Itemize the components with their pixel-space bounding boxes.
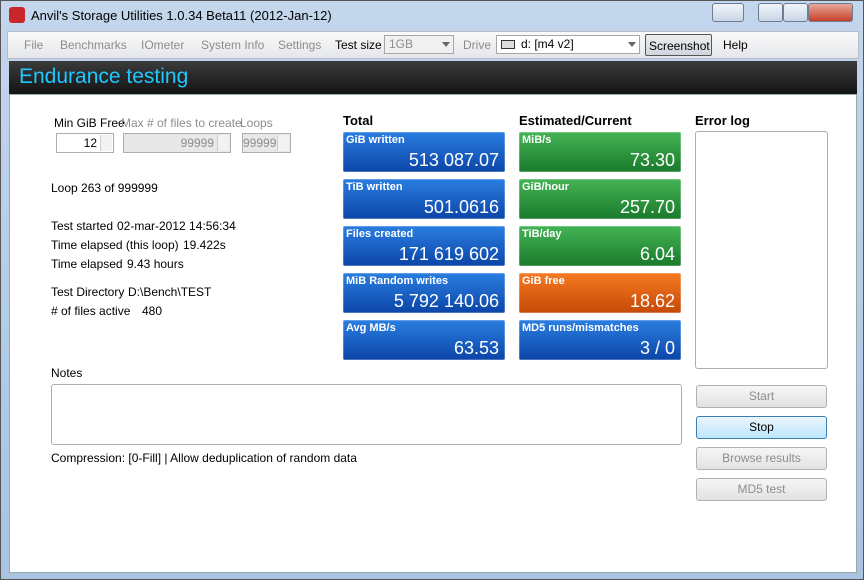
action-button: Start — [696, 385, 827, 408]
column-header: Estimated/Current — [519, 113, 632, 128]
status-label: Time elapsed (this loop) — [51, 238, 179, 252]
number-input: 99999 — [123, 133, 231, 153]
test-size-label: Test size — [335, 38, 382, 52]
status-value: 19.422s — [183, 238, 226, 252]
tile-value: 171 619 602 — [398, 244, 499, 264]
tile-value: 73.30 — [629, 150, 675, 170]
status-label: Test Directory — [51, 285, 125, 299]
column-header: Total — [343, 113, 374, 128]
status-value: 480 — [142, 304, 163, 318]
menu-item[interactable]: Benchmarks — [60, 38, 127, 52]
stat-tile: TiB/day 6.04 — [519, 226, 681, 266]
field-label: Min GiB Free — [54, 116, 125, 130]
column-header: Error log — [695, 113, 750, 128]
tile-value: 5 792 140.06 — [393, 291, 499, 311]
tile-label: TiB written — [346, 181, 403, 193]
tile-label: GiB/hour — [522, 181, 570, 193]
menu-item[interactable]: IOmeter — [141, 38, 185, 52]
menu-item[interactable]: System Info — [201, 38, 265, 52]
tile-label: TiB/day — [522, 228, 562, 240]
field-label: Max # of files to create — [121, 116, 242, 130]
main-panel: Min GiB Free 12 Max # of files to create 99… — [9, 94, 857, 573]
dropdown-arrow — [628, 42, 636, 47]
field-label: Loops — [240, 116, 273, 130]
status-label: # of files active — [51, 304, 131, 318]
action-button[interactable]: Stop — [696, 416, 827, 439]
spin-buttons — [217, 135, 229, 151]
tile-label: MD5 runs/mismatches — [522, 322, 639, 334]
tile-value: 3 / 0 — [639, 338, 675, 358]
drive-icon — [501, 40, 515, 49]
tile-value: 257.70 — [619, 197, 675, 217]
stat-tile: MD5 runs/mismatches 3 / 0 — [519, 320, 681, 360]
tile-value: 6.04 — [639, 244, 675, 264]
number-input: 999999 — [242, 133, 291, 153]
dropdown-arrow — [442, 42, 450, 47]
number-input[interactable]: 12 — [56, 133, 114, 153]
status-value: 9.43 hours — [127, 257, 184, 271]
app-icon — [9, 7, 25, 23]
tile-label: GiB free — [522, 275, 565, 287]
action-button: Browse results — [696, 447, 827, 470]
stat-tile: Files created 171 619 602 — [343, 226, 505, 266]
stat-tile: MiB Random writes 5 792 140.06 — [343, 273, 505, 313]
menu-item[interactable]: Settings — [278, 38, 322, 52]
window-title: Anvil's Storage Utilities 1.0.34 Beta11 … — [31, 8, 332, 23]
drive-combo[interactable]: d: [m4 v2] — [496, 35, 640, 54]
toolbar: File Benchmarks IOmeter System Info Settings… — [7, 31, 859, 59]
error-log-box — [695, 131, 828, 369]
tile-value: 501.0616 — [423, 197, 499, 217]
maximize-button[interactable] — [783, 3, 808, 22]
compression-info: Compression: [0-Fill] | Allow deduplicat… — [51, 451, 357, 465]
drive-label: Drive — [463, 38, 492, 52]
stat-tile: GiB/hour 257.70 — [519, 179, 681, 219]
tile-value: 513 087.07 — [408, 150, 499, 170]
test-size-combo[interactable]: 1GB — [384, 35, 454, 54]
tile-value: 18.62 — [629, 291, 675, 311]
status-value: D:\Bench\TEST — [128, 285, 212, 299]
status-label: Time elapsed — [51, 257, 123, 271]
notes-box[interactable] — [51, 384, 682, 445]
notes-label: Notes — [51, 366, 83, 380]
tile-label: MiB/s — [522, 134, 552, 146]
tile-label: GiB written — [346, 134, 405, 146]
stat-tile: GiB written 513 087.07 — [343, 132, 505, 172]
minimize-button[interactable] — [758, 3, 783, 22]
status-label: Test started — [51, 219, 114, 233]
spin-buttons[interactable] — [100, 135, 112, 151]
close-button[interactable] — [808, 3, 853, 22]
title-bar: Anvil's Storage Utilities 1.0.34 Beta11 … — [1, 1, 863, 29]
tile-label: Avg MB/s — [346, 322, 396, 334]
spin-buttons — [277, 135, 289, 151]
tile-label: MiB Random writes — [346, 275, 449, 287]
stat-tile: TiB written 501.0616 — [343, 179, 505, 219]
stat-tile: Avg MB/s 63.53 — [343, 320, 505, 360]
help-menu[interactable]: Help — [723, 38, 748, 52]
stat-tile: MiB/s 73.30 — [519, 132, 681, 172]
tile-value: 63.53 — [453, 338, 499, 358]
screenshot-button[interactable]: Screenshot — [645, 34, 712, 56]
stat-tile: GiB free 18.62 — [519, 273, 681, 313]
action-button: MD5 test — [696, 478, 827, 501]
loop-status: Loop 263 of 999999 — [51, 181, 158, 195]
menu-item[interactable]: File — [24, 38, 44, 52]
switch-button[interactable] — [712, 3, 744, 22]
status-value: 02-mar-2012 14:56:34 — [117, 219, 236, 233]
tile-label: Files created — [346, 228, 414, 240]
section-header: Endurance testing — [9, 61, 857, 94]
